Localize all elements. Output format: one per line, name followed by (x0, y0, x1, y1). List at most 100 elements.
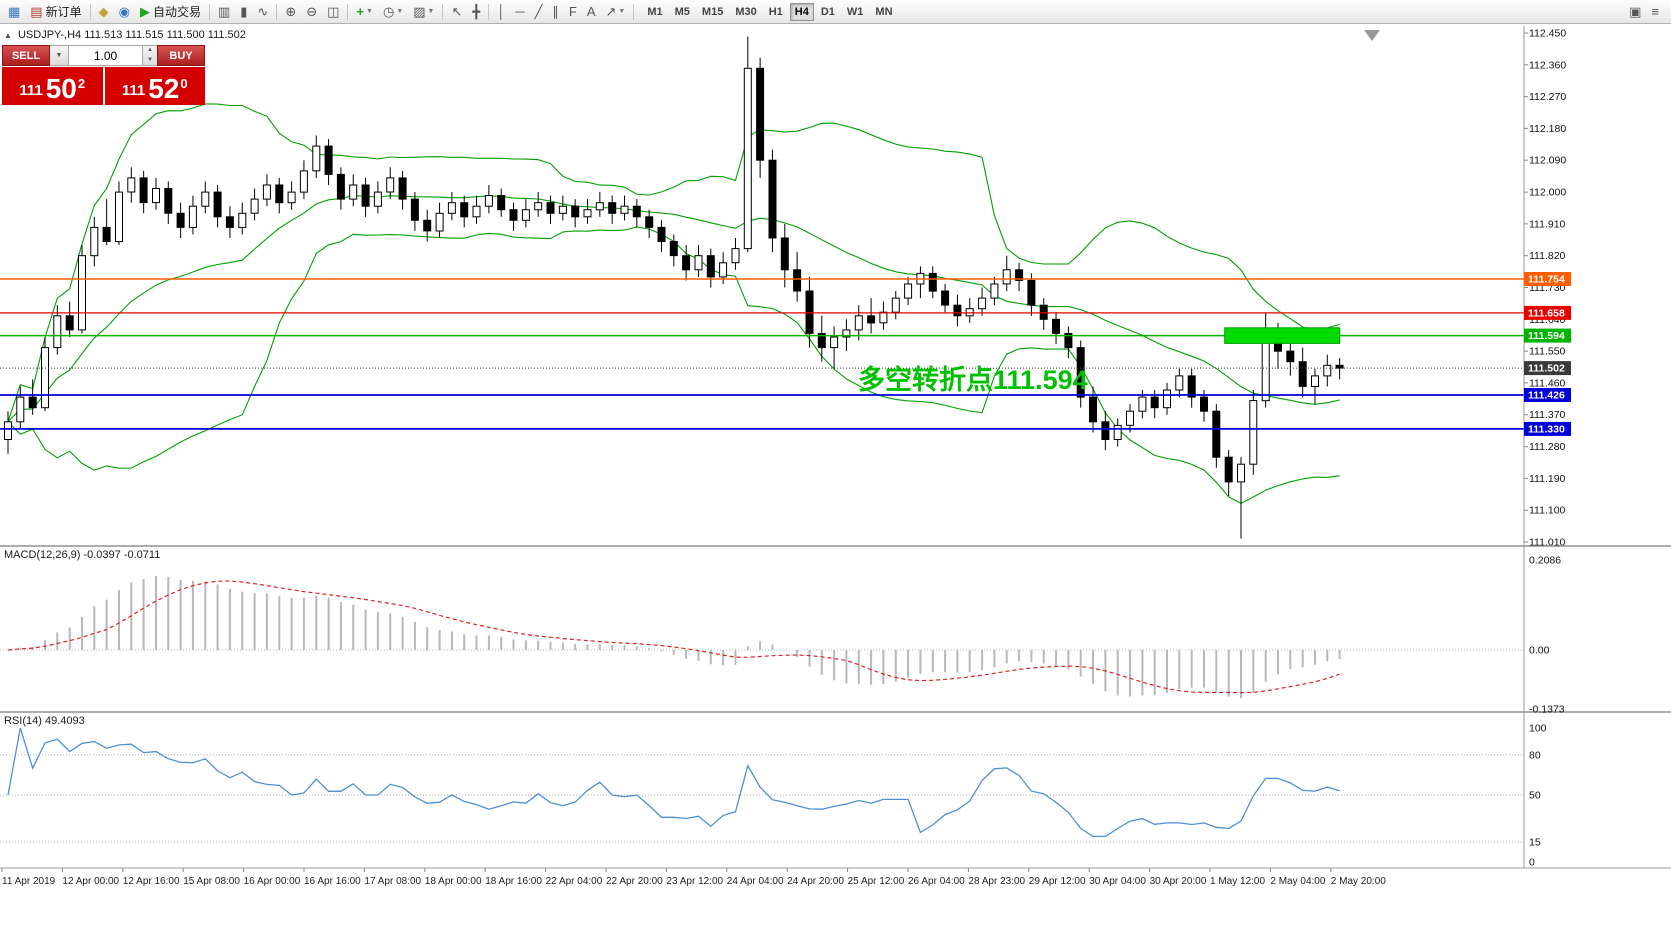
volume-dropdown[interactable]: ▼ (50, 45, 69, 66)
crosshair-button[interactable]: ╋ (468, 1, 484, 23)
macd-tick-label: 0.2086 (1529, 555, 1561, 567)
support-lower-line-label[interactable] (1524, 421, 1571, 436)
horizontal-line-button[interactable]: ─ (511, 1, 528, 23)
timeframe-m30[interactable]: M30 (735, 5, 757, 18)
periods-button[interactable]: ◷ ▼ (379, 1, 407, 23)
new-order-icon: ▤ (30, 4, 43, 19)
bull-candle (583, 209, 592, 218)
timeframe-d1[interactable]: D1 (820, 5, 835, 18)
macd-panel (0, 576, 1524, 699)
line-chart-type-button[interactable]: ∿ (253, 1, 272, 23)
indicators-button[interactable]: + ▼ (352, 1, 377, 23)
bid-prefix: 111 (19, 82, 43, 99)
time-tick-label: 1 May 12:00 (1210, 876, 1265, 887)
time-tick-label: 18 Apr 00:00 (425, 876, 482, 887)
volume-input[interactable] (69, 45, 143, 66)
timeframe-m1[interactable]: M1 (647, 5, 663, 18)
bull-candle (287, 191, 296, 204)
timeframe-m15[interactable]: M15 (701, 5, 724, 18)
bear-candle (1101, 421, 1110, 440)
text-label-button[interactable]: A (583, 1, 600, 23)
templates-button[interactable]: ▨ ▼ (409, 1, 438, 23)
tile-windows-icon: ◫ (327, 4, 340, 19)
bull-candle (978, 297, 987, 310)
bull-candle (879, 311, 888, 324)
trendline-button[interactable]: ╱ (531, 1, 547, 23)
bollinger-bands (7, 103, 1340, 505)
bear-candle (941, 290, 950, 306)
bull-candle (719, 262, 728, 278)
ask-price-display[interactable]: 111 52 0 (104, 67, 205, 105)
toolbar-separator (347, 3, 349, 20)
tile-windows-button[interactable]: ◫ (323, 1, 343, 23)
bar-chart-type-icon: ▥ (217, 4, 231, 19)
timeframe-m5[interactable]: M5 (674, 5, 690, 18)
chart-profiles-icon: ◆ (98, 4, 109, 19)
panel-divider[interactable] (0, 711, 1671, 713)
bar-chart-type-button[interactable]: ▥ (214, 1, 234, 23)
equidistant-channel-button[interactable]: ∥ (548, 1, 563, 23)
timeframe-h1[interactable]: H1 (768, 5, 783, 18)
buy-button[interactable]: BUY (157, 45, 205, 66)
price-axis[interactable]: 112.450 112.360 112.270 112.180 112.090 112.0… (1523, 26, 1571, 869)
svg-text:111.502: 111.502 (1528, 363, 1565, 375)
candles (4, 36, 1344, 539)
cursor-button[interactable]: ↖ (447, 1, 466, 23)
bear-candle (1039, 304, 1048, 320)
zoom-out-button[interactable]: ⊖ (302, 1, 321, 23)
chart-shift-marker[interactable] (1364, 30, 1380, 41)
bear-candle (546, 202, 555, 214)
bear-candle (953, 304, 962, 317)
new-order-button[interactable]: ▤ 新订单 (26, 1, 85, 23)
bull-candle (1126, 410, 1134, 426)
time-tick-label: 11 Apr 2019 (2, 876, 56, 887)
market-watch-icon: ◉ (118, 4, 130, 19)
bid-price-display[interactable]: 111 50 2 (2, 67, 103, 105)
price-tick-label: 111.190 (1529, 473, 1566, 485)
candlestick-type-button[interactable]: ▮ (236, 1, 251, 23)
pivot-line-label[interactable] (1524, 328, 1571, 343)
bear-candle (669, 241, 678, 257)
bull-candle (830, 336, 839, 349)
highlight-zone[interactable] (1224, 327, 1341, 344)
bull-candle (115, 191, 123, 243)
zoom-in-button[interactable]: ⊕ (281, 1, 300, 23)
panel-divider[interactable] (0, 545, 1671, 547)
timeframe-w1[interactable]: W1 (846, 5, 864, 18)
new-chart-button[interactable]: ▦ (4, 1, 24, 23)
sell-button[interactable]: SELL (2, 45, 50, 66)
bull-candle (1175, 375, 1184, 391)
rsi-header: RSI(14) 49.4093 (4, 715, 85, 727)
bear-candle (780, 237, 789, 271)
time-axis[interactable]: 11 Apr 2019 12 Apr 00:00 12 Apr 16:00 15 Ap… (0, 867, 1671, 887)
bear-candle (213, 191, 222, 218)
auto-trading-button[interactable]: ▶ 自动交易 (136, 1, 205, 23)
toolbar-right: ▣ ≡ (1624, 1, 1664, 23)
bull-candle (1113, 424, 1122, 440)
timeframe-h4[interactable]: H4 (789, 2, 814, 21)
bear-candle (28, 396, 37, 409)
price-tick-label: 112.450 (1529, 28, 1566, 40)
vertical-line-button[interactable]: │ (493, 1, 509, 23)
market-watch-button[interactable]: ◉ (115, 1, 134, 23)
menu-more-button[interactable]: ≡ (1647, 1, 1663, 23)
stepper-up-icon: ▲ (147, 47, 153, 53)
resistance-upper-line-label[interactable] (1524, 272, 1571, 286)
volume-stepper[interactable]: ▲ ▼ (143, 45, 157, 66)
resistance-line-label[interactable] (1524, 305, 1571, 320)
time-tick-label: 23 Apr 12:00 (666, 876, 723, 887)
chart-profiles-button[interactable]: ◆ (95, 1, 113, 23)
bull-candle (201, 191, 210, 207)
bid-price-line-label[interactable] (1524, 361, 1571, 376)
support-line-label[interactable] (1524, 388, 1571, 402)
bull-candle (891, 297, 900, 313)
arrow-tools-button[interactable]: ↗ ▼ (602, 1, 630, 23)
timeframe-mn[interactable]: MN (875, 5, 893, 18)
bear-candle (423, 219, 432, 232)
macd-header: MACD(12,26,9) -0.0397 -0.0711 (4, 549, 161, 561)
chart-list-button[interactable]: ▣ (1625, 1, 1645, 23)
rsi-tick-label: 80 (1529, 749, 1541, 761)
fibonacci-button[interactable]: F (565, 1, 581, 23)
